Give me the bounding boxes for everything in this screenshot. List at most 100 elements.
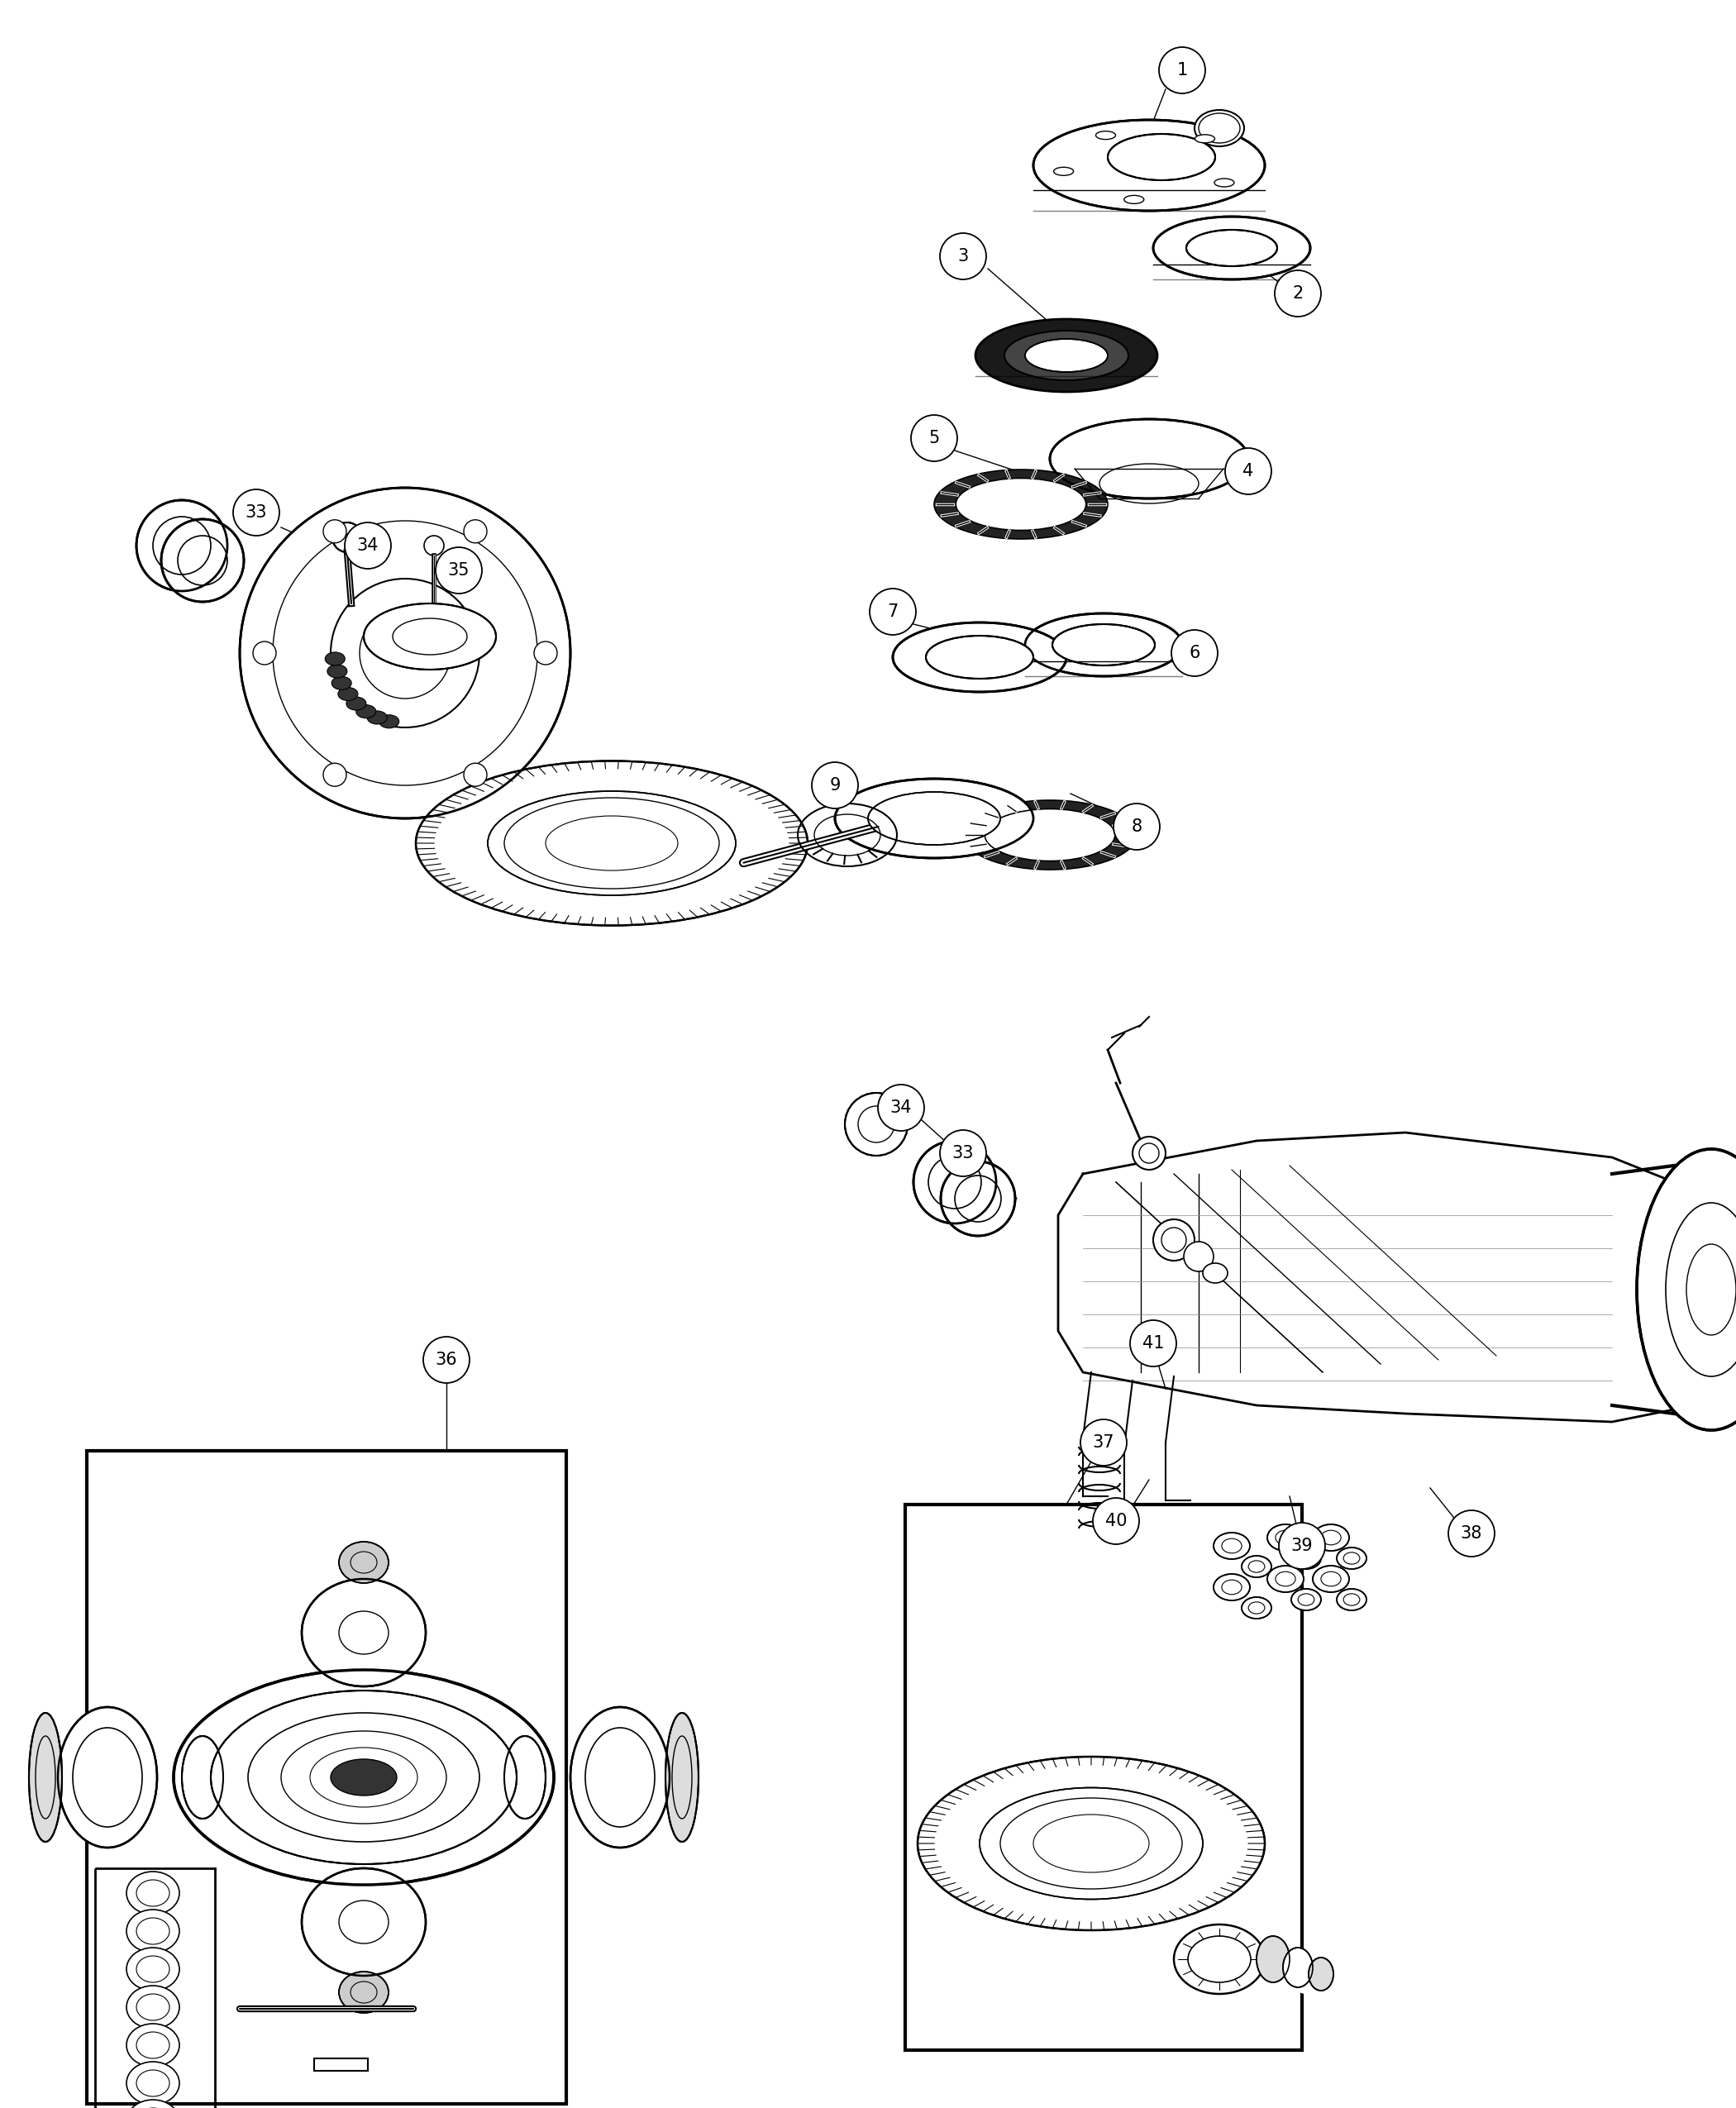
Ellipse shape — [870, 588, 917, 635]
Ellipse shape — [57, 1707, 156, 1847]
Ellipse shape — [1213, 1575, 1250, 1600]
Ellipse shape — [1033, 120, 1266, 211]
Ellipse shape — [1226, 449, 1271, 495]
Ellipse shape — [665, 1714, 698, 1842]
Text: 34: 34 — [358, 538, 378, 554]
Ellipse shape — [127, 1910, 179, 1952]
Text: 8: 8 — [1132, 818, 1142, 835]
Text: 35: 35 — [448, 563, 470, 580]
Ellipse shape — [325, 651, 345, 666]
Ellipse shape — [137, 500, 227, 590]
Ellipse shape — [339, 1541, 389, 1583]
Text: 4: 4 — [1243, 464, 1253, 479]
Ellipse shape — [571, 1707, 670, 1847]
Text: 7: 7 — [887, 603, 898, 620]
Ellipse shape — [913, 1140, 996, 1223]
Ellipse shape — [1283, 1948, 1312, 1988]
Bar — [314, 2057, 368, 2070]
Ellipse shape — [339, 687, 358, 700]
Text: 1: 1 — [1177, 61, 1187, 78]
Ellipse shape — [1005, 331, 1128, 379]
Ellipse shape — [868, 793, 1000, 845]
Text: 5: 5 — [929, 430, 939, 447]
Ellipse shape — [330, 1760, 398, 1796]
Ellipse shape — [1184, 1242, 1213, 1271]
Text: 39: 39 — [1292, 1537, 1312, 1554]
Ellipse shape — [1153, 1218, 1194, 1261]
Ellipse shape — [332, 677, 351, 689]
Ellipse shape — [892, 622, 1066, 691]
Ellipse shape — [1309, 1958, 1333, 1990]
Ellipse shape — [332, 523, 363, 552]
Ellipse shape — [345, 698, 366, 710]
Ellipse shape — [934, 470, 1108, 540]
Ellipse shape — [1213, 179, 1234, 188]
Ellipse shape — [1292, 1547, 1321, 1568]
Ellipse shape — [417, 761, 807, 925]
Ellipse shape — [1153, 217, 1311, 280]
Ellipse shape — [356, 704, 377, 719]
Ellipse shape — [1241, 1598, 1271, 1619]
Ellipse shape — [1267, 1524, 1304, 1551]
Ellipse shape — [503, 1737, 545, 1819]
Ellipse shape — [30, 1714, 62, 1842]
Ellipse shape — [323, 763, 347, 786]
Ellipse shape — [182, 1737, 224, 1819]
Ellipse shape — [436, 548, 483, 594]
Ellipse shape — [1292, 1589, 1321, 1611]
Ellipse shape — [365, 603, 496, 670]
Ellipse shape — [339, 1971, 389, 2013]
Ellipse shape — [127, 1872, 179, 1914]
Ellipse shape — [339, 1611, 389, 1655]
Text: 9: 9 — [830, 778, 840, 793]
Ellipse shape — [941, 1162, 1016, 1235]
Ellipse shape — [957, 479, 1087, 531]
Ellipse shape — [127, 2024, 179, 2066]
Ellipse shape — [161, 519, 243, 601]
Text: 3: 3 — [958, 249, 969, 264]
Ellipse shape — [1160, 46, 1205, 93]
Ellipse shape — [939, 234, 986, 280]
Ellipse shape — [1094, 1499, 1139, 1545]
Ellipse shape — [1172, 630, 1217, 677]
Ellipse shape — [918, 1756, 1266, 1931]
Ellipse shape — [1050, 419, 1248, 497]
Ellipse shape — [1312, 1524, 1349, 1551]
Ellipse shape — [1241, 1556, 1271, 1577]
Text: 41: 41 — [1142, 1334, 1165, 1351]
Text: 36: 36 — [436, 1351, 457, 1368]
Ellipse shape — [464, 763, 486, 786]
Ellipse shape — [535, 641, 557, 664]
Ellipse shape — [878, 1086, 924, 1130]
Ellipse shape — [1267, 1566, 1304, 1592]
Ellipse shape — [127, 1948, 179, 1990]
Ellipse shape — [1080, 1419, 1127, 1465]
Ellipse shape — [1213, 1533, 1250, 1560]
Ellipse shape — [210, 1691, 517, 1863]
Ellipse shape — [127, 1986, 179, 2028]
Text: 40: 40 — [1106, 1514, 1127, 1528]
Ellipse shape — [127, 2100, 179, 2108]
Bar — [95, 1868, 215, 2108]
Polygon shape — [1059, 1132, 1736, 1423]
Text: 38: 38 — [1460, 1526, 1483, 1541]
Ellipse shape — [979, 1788, 1203, 1899]
Text: 33: 33 — [245, 504, 267, 521]
Ellipse shape — [925, 637, 1033, 679]
Ellipse shape — [1186, 230, 1278, 266]
Ellipse shape — [1024, 613, 1182, 677]
Ellipse shape — [1257, 1935, 1290, 1982]
Ellipse shape — [302, 1868, 425, 1975]
Text: 37: 37 — [1092, 1433, 1115, 1450]
Ellipse shape — [1337, 1547, 1366, 1568]
Ellipse shape — [845, 1092, 908, 1155]
Ellipse shape — [1108, 135, 1215, 179]
Ellipse shape — [1194, 135, 1215, 143]
Text: 33: 33 — [951, 1145, 974, 1162]
Ellipse shape — [253, 641, 276, 664]
Ellipse shape — [323, 521, 347, 544]
Bar — [87, 1450, 566, 2104]
Ellipse shape — [812, 763, 858, 809]
Ellipse shape — [1448, 1509, 1495, 1556]
Ellipse shape — [1095, 131, 1116, 139]
